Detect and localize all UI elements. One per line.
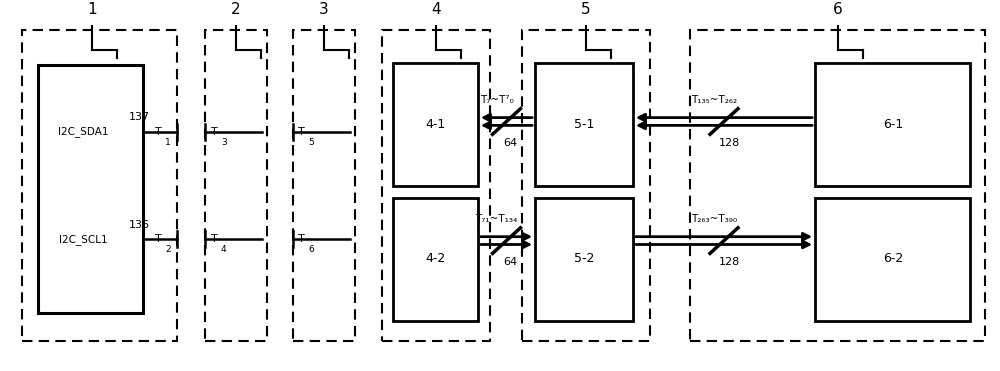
- Text: 2: 2: [165, 245, 171, 254]
- Text: T: T: [211, 127, 218, 137]
- Text: 136: 136: [129, 220, 150, 230]
- Text: 5: 5: [308, 138, 314, 147]
- Text: T₇~T⁷₀: T₇~T⁷₀: [480, 95, 513, 105]
- Text: I2C_SDA1: I2C_SDA1: [58, 126, 108, 137]
- Text: T₇₁~T₁₃₄: T₇₁~T₁₃₄: [475, 214, 518, 224]
- Bar: [205, 30, 267, 341]
- Text: 64: 64: [503, 138, 518, 148]
- Text: I2C_SCL1: I2C_SCL1: [59, 234, 107, 245]
- Text: 5-1: 5-1: [574, 118, 594, 131]
- Text: 3: 3: [319, 2, 329, 17]
- Text: T: T: [298, 234, 305, 244]
- Text: 4-1: 4-1: [425, 118, 446, 131]
- Bar: [393, 198, 478, 321]
- Bar: [382, 30, 490, 341]
- Text: 1: 1: [165, 138, 171, 147]
- Text: T: T: [155, 127, 162, 137]
- Text: 6-2: 6-2: [883, 252, 903, 266]
- Bar: [522, 30, 650, 341]
- Bar: [38, 65, 143, 313]
- Bar: [535, 63, 633, 186]
- Bar: [293, 30, 355, 341]
- Text: 64: 64: [503, 257, 518, 267]
- Text: T: T: [211, 234, 218, 244]
- Bar: [815, 198, 970, 321]
- Text: 6: 6: [833, 2, 843, 17]
- Text: 3: 3: [221, 138, 227, 147]
- Bar: [22, 30, 177, 341]
- Text: T₁₃₅~T₂₆₂: T₁₃₅~T₂₆₂: [691, 95, 737, 105]
- Text: 137: 137: [129, 112, 150, 122]
- Text: 6-1: 6-1: [883, 118, 903, 131]
- Text: 5: 5: [581, 2, 591, 17]
- Text: T: T: [155, 234, 162, 244]
- Bar: [535, 198, 633, 321]
- Bar: [393, 63, 478, 186]
- Text: 4: 4: [221, 245, 227, 254]
- Text: 1: 1: [87, 2, 97, 17]
- Text: 128: 128: [718, 257, 740, 267]
- Text: 4-2: 4-2: [425, 252, 446, 266]
- Text: T₂₆₃~T₃₉₀: T₂₆₃~T₃₉₀: [691, 214, 737, 224]
- Text: T: T: [298, 127, 305, 137]
- Text: 6: 6: [308, 245, 314, 254]
- Bar: [815, 63, 970, 186]
- Text: 2: 2: [231, 2, 241, 17]
- Text: 5-2: 5-2: [574, 252, 594, 266]
- Bar: [690, 30, 985, 341]
- Text: 4: 4: [431, 2, 441, 17]
- Text: 128: 128: [718, 138, 740, 148]
